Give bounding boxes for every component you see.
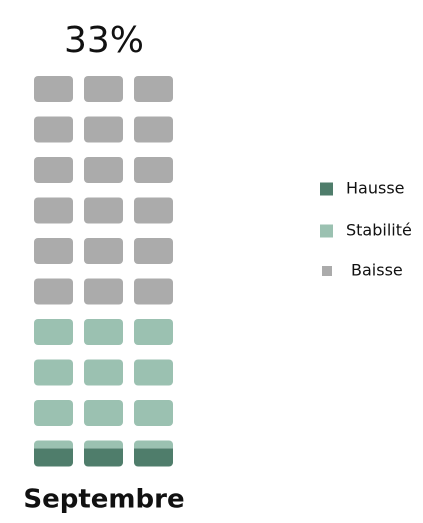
waffle-segment — [134, 157, 173, 183]
waffle-segment — [84, 157, 123, 183]
waffle-segment — [84, 359, 123, 386]
waffle-segment — [34, 319, 73, 345]
legend-label: Baisse — [351, 261, 403, 280]
waffle-segment — [84, 440, 123, 449]
waffle-segment — [84, 197, 123, 224]
waffle-segment — [34, 278, 73, 305]
waffle-segment — [84, 116, 123, 143]
waffle-segment — [134, 319, 173, 345]
legend-swatch — [322, 266, 332, 276]
waffle-segment — [134, 197, 173, 224]
waffle-segment — [34, 197, 73, 224]
waffle-segment — [84, 448, 123, 467]
waffle-segment — [34, 238, 73, 264]
headline: 33% — [64, 20, 144, 61]
waffle-segment — [34, 116, 73, 143]
waffle-segment — [84, 319, 123, 345]
waffle-segment — [34, 448, 73, 467]
waffle-segment — [34, 76, 73, 102]
waffle-segment — [134, 76, 173, 102]
category-label: Septembre — [23, 485, 184, 515]
waffle-segment — [84, 238, 123, 264]
waffle-segment — [84, 400, 123, 426]
waffle-segment — [34, 440, 73, 449]
waffle-segment — [134, 400, 173, 426]
waffle-segment — [134, 440, 173, 449]
waffle-segment — [134, 238, 173, 264]
legend-label: Hausse — [346, 179, 405, 198]
waffle-segment — [134, 116, 173, 143]
waffle-segment — [134, 448, 173, 467]
legend-label: Stabilité — [346, 221, 412, 240]
waffle-segment — [134, 278, 173, 305]
waffle-segment — [84, 76, 123, 102]
waffle-segment — [34, 157, 73, 183]
waffle-segment — [34, 359, 73, 386]
waffle-segment — [84, 278, 123, 305]
legend-swatch — [320, 182, 333, 196]
waffle-segment — [34, 400, 73, 426]
waffle-segment — [134, 359, 173, 386]
legend-swatch — [320, 224, 333, 238]
